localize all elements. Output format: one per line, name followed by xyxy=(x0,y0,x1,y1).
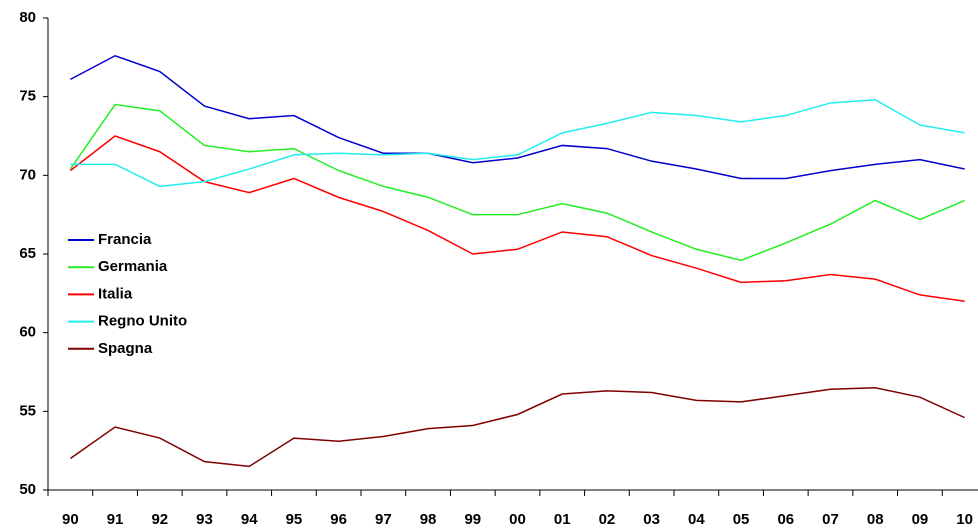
x-tick-label: 02 xyxy=(599,511,616,528)
x-tick-label: 92 xyxy=(151,511,168,528)
x-tick-label: 08 xyxy=(867,511,884,528)
y-tick-label: 60 xyxy=(19,324,36,341)
x-tick-label: 99 xyxy=(464,511,481,528)
y-tick-label: 55 xyxy=(19,402,36,419)
x-tick-label: 95 xyxy=(286,511,303,528)
legend-label: Spagna xyxy=(98,340,153,357)
x-tick-label: 00 xyxy=(509,511,526,528)
x-tick-label: 91 xyxy=(107,511,124,528)
y-tick-label: 65 xyxy=(19,245,36,262)
y-tick-label: 75 xyxy=(19,88,36,105)
line-series xyxy=(69,386,965,468)
line-series xyxy=(69,103,965,262)
legend-label: Regno Unito xyxy=(98,313,187,330)
legend-label: Italia xyxy=(98,285,133,302)
y-tick-label: 70 xyxy=(19,166,36,183)
x-tick-label: 07 xyxy=(822,511,839,528)
x-tick-label: 90 xyxy=(62,511,79,528)
x-tick-label: 06 xyxy=(777,511,794,528)
x-tick-label: 10 xyxy=(956,511,973,528)
x-tick-label: 97 xyxy=(375,511,392,528)
x-tick-label: 98 xyxy=(420,511,437,528)
legend-label: Germania xyxy=(98,258,168,275)
x-tick-label: 93 xyxy=(196,511,213,528)
y-tick-label: 80 xyxy=(19,9,36,26)
x-tick-label: 04 xyxy=(688,511,705,528)
x-tick-label: 05 xyxy=(733,511,750,528)
legend-label: Francia xyxy=(98,231,152,248)
x-tick-label: 03 xyxy=(643,511,660,528)
x-tick-label: 09 xyxy=(912,511,929,528)
x-tick-label: 94 xyxy=(241,511,258,528)
y-tick-label: 50 xyxy=(19,481,36,498)
x-tick-label: 01 xyxy=(554,511,571,528)
line-series xyxy=(69,135,965,302)
line-series xyxy=(70,99,965,188)
line-series xyxy=(70,54,965,180)
x-tick-label: 96 xyxy=(330,511,347,528)
